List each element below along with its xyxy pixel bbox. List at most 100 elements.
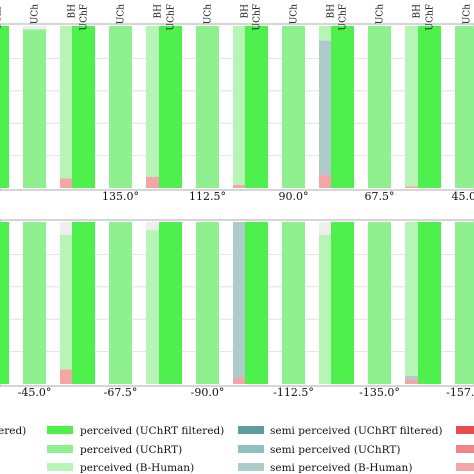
angle-label: 45.0° bbox=[452, 190, 474, 203]
bar-segment-perceived bbox=[109, 222, 132, 384]
bar-segment-not bbox=[233, 377, 256, 384]
panel-row-1: -45.0° -67.5° -90.0° -112.5° -135.0° -157.5° bbox=[0, 219, 474, 399]
legend: perceived (UChRT filtered) perceived (UCh… bbox=[0, 425, 474, 474]
legend-entry: perceived (B-Human) bbox=[47, 462, 194, 474]
column-label: BH bbox=[413, 4, 423, 19]
bar-segment-perceived bbox=[418, 222, 441, 384]
bar-segment-perceived bbox=[23, 29, 46, 188]
legend-label-cut: ered) bbox=[0, 425, 26, 437]
legend-swatch-cut bbox=[456, 426, 474, 434]
angle-label: 112.5° bbox=[189, 190, 226, 203]
angle-label: -90.0° bbox=[191, 386, 225, 399]
column-label: UCh bbox=[117, 4, 127, 24]
angle-label: -112.5° bbox=[273, 386, 314, 399]
bar-segment-unknown bbox=[146, 222, 169, 231]
bar-group: UChF UCh BH 135.0° bbox=[72, 4, 169, 203]
legend-entry: semi perceived (UChRT filtered) bbox=[238, 425, 443, 437]
bar-segment-perceived bbox=[455, 222, 474, 384]
bar-segment-perceived bbox=[109, 26, 132, 188]
angle-label: -157.5° bbox=[446, 386, 474, 399]
angle-label: -135.0° bbox=[359, 386, 400, 399]
bar-segment-perceived bbox=[0, 222, 9, 384]
bar-segment-perceived bbox=[159, 26, 182, 188]
panel-frame bbox=[0, 23, 474, 191]
bar-group: -135.0° bbox=[331, 222, 428, 399]
bar-segment-perceived bbox=[159, 222, 182, 384]
legend-label: perceived (B-Human) bbox=[80, 462, 194, 474]
angle-label: 90.0° bbox=[279, 190, 309, 203]
angle-label: -67.5° bbox=[104, 386, 138, 399]
legend-entry: perceived (UChRT) bbox=[47, 444, 182, 456]
legend-swatch bbox=[238, 463, 264, 471]
bar-segment-perceived bbox=[23, 222, 46, 384]
legend-label: semi perceived (UChRT) bbox=[270, 444, 400, 456]
bar-segment-perceived bbox=[331, 222, 354, 384]
bar-segment-perceived bbox=[282, 26, 305, 188]
legend-entry: perceived (UChRT filtered) bbox=[47, 425, 224, 437]
bar-segment-perceived bbox=[282, 222, 305, 384]
bar-group: -112.5° bbox=[245, 222, 342, 399]
bar-segment-perceived bbox=[331, 26, 354, 188]
bar-segment-semi bbox=[405, 375, 428, 380]
bar-segment-perceived bbox=[368, 222, 391, 384]
bar-group: -157.5° bbox=[418, 222, 474, 399]
legend-label: semi perceived (UChRT filtered) bbox=[270, 425, 443, 437]
legend-swatch bbox=[47, 463, 73, 471]
legend-label: semi perceived (B-Human) bbox=[270, 462, 412, 474]
bar-segment-perceived bbox=[0, 26, 9, 188]
column-label: UChF bbox=[167, 4, 177, 31]
bar-segment-perceived bbox=[72, 222, 95, 384]
column-label: UCh bbox=[204, 4, 214, 24]
column-label: BH bbox=[68, 4, 78, 19]
legend-entry: semi perceived (UChRT) bbox=[238, 444, 400, 456]
angle-label: 135.0° bbox=[102, 190, 139, 203]
column-label: UChF bbox=[426, 4, 436, 31]
legend-label: perceived (UChRT) bbox=[80, 444, 182, 456]
legend-swatch bbox=[47, 445, 73, 453]
column-label: UChF bbox=[339, 4, 349, 31]
bar-segment-perceived bbox=[72, 26, 95, 188]
bar-group: -45.0° bbox=[0, 222, 83, 399]
bar-segment-perceived bbox=[455, 26, 474, 188]
column-label: BH bbox=[154, 4, 164, 19]
column-label: UChF bbox=[80, 4, 90, 31]
bar-segment-perceived bbox=[245, 222, 268, 384]
column-label: BH bbox=[241, 4, 251, 19]
bar-segment-perceived bbox=[245, 26, 268, 188]
bar-segment-perceived bbox=[368, 26, 391, 188]
panel-frame bbox=[0, 219, 474, 387]
bar-group: -67.5° bbox=[72, 222, 169, 399]
bar-group: UChFUChBH45.0° bbox=[418, 4, 474, 203]
column-label: UChF bbox=[0, 4, 4, 31]
bar-group: UChF UCh BH 112.5° bbox=[159, 4, 256, 203]
legend-swatch bbox=[47, 426, 73, 434]
column-label: UChF bbox=[253, 4, 263, 31]
bar-segment-not bbox=[233, 184, 256, 188]
bar-segment-not bbox=[60, 178, 83, 188]
bar-group: -90.0° bbox=[159, 222, 256, 399]
legend-swatch bbox=[238, 445, 264, 453]
legend-swatch-cut bbox=[456, 445, 474, 453]
column-label: UCh bbox=[290, 4, 300, 24]
bar-segment-not bbox=[405, 186, 428, 188]
bar-segment-not bbox=[405, 379, 428, 384]
column-label: BH bbox=[327, 4, 337, 19]
bar-segment-perceived bbox=[196, 26, 219, 188]
bar-group: UChF UCh BH 90.0° bbox=[245, 4, 342, 203]
column-label: UCh bbox=[31, 4, 41, 24]
legend-label: perceived (UChRT filtered) bbox=[80, 425, 224, 437]
bar-group: UChF UCh BH 67.5° bbox=[331, 4, 428, 203]
legend-swatch-cut bbox=[456, 463, 474, 471]
legend-swatch bbox=[238, 426, 264, 434]
bar-segment-perceived bbox=[196, 222, 219, 384]
bar-group: UChF UCh BH bbox=[0, 4, 83, 188]
angle-label: -45.0° bbox=[18, 386, 52, 399]
bar-segment-perceived bbox=[418, 26, 441, 188]
bar-segment-unknown bbox=[23, 26, 46, 30]
legend-entry: semi perceived (B-Human) bbox=[238, 462, 412, 474]
angle-label: 67.5° bbox=[365, 190, 395, 203]
bar-segment-not bbox=[146, 176, 169, 188]
